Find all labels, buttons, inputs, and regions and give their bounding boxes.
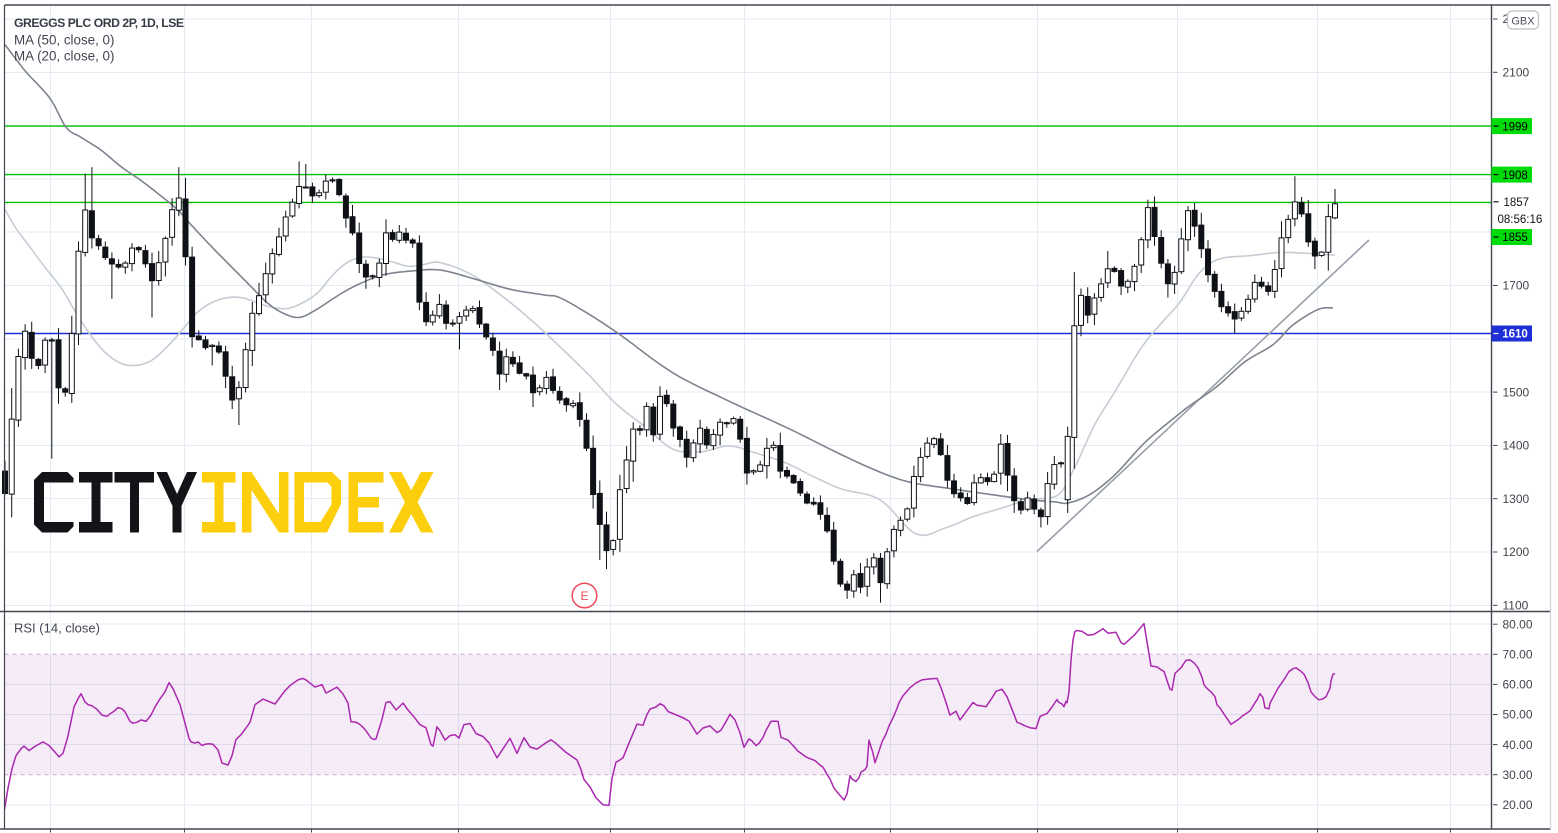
svg-text:1700: 1700 <box>1503 279 1530 293</box>
svg-text:60.00: 60.00 <box>1503 678 1533 692</box>
svg-text:20.00: 20.00 <box>1503 798 1533 812</box>
svg-text:50.00: 50.00 <box>1503 708 1533 722</box>
svg-text:2100: 2100 <box>1503 66 1530 80</box>
svg-text:1300: 1300 <box>1503 492 1530 506</box>
svg-text:MA (50, close, 0): MA (50, close, 0) <box>14 33 114 48</box>
svg-text:RSI (14, close): RSI (14, close) <box>14 621 100 636</box>
svg-text:1999: 1999 <box>1502 121 1528 133</box>
svg-text:MA (20, close, 0): MA (20, close, 0) <box>14 49 114 64</box>
svg-text:E: E <box>580 589 588 603</box>
svg-text:1908: 1908 <box>1502 170 1528 182</box>
svg-text:1200: 1200 <box>1503 545 1530 559</box>
svg-text:GBX: GBX <box>1511 16 1535 28</box>
svg-text:GREGGS PLC ORD 2P, 1D, LSE: GREGGS PLC ORD 2P, 1D, LSE <box>14 16 184 30</box>
svg-text:1857: 1857 <box>1504 197 1530 209</box>
svg-text:1610: 1610 <box>1502 329 1528 341</box>
svg-text:08:56:16: 08:56:16 <box>1498 214 1543 226</box>
svg-text:1400: 1400 <box>1503 439 1530 453</box>
svg-text:40.00: 40.00 <box>1503 738 1533 752</box>
svg-text:70.00: 70.00 <box>1503 648 1533 662</box>
svg-text:80.00: 80.00 <box>1503 617 1533 631</box>
svg-text:1500: 1500 <box>1503 385 1530 399</box>
svg-text:1855: 1855 <box>1502 232 1528 244</box>
svg-text:1100: 1100 <box>1503 599 1529 613</box>
svg-text:30.00: 30.00 <box>1503 768 1533 782</box>
